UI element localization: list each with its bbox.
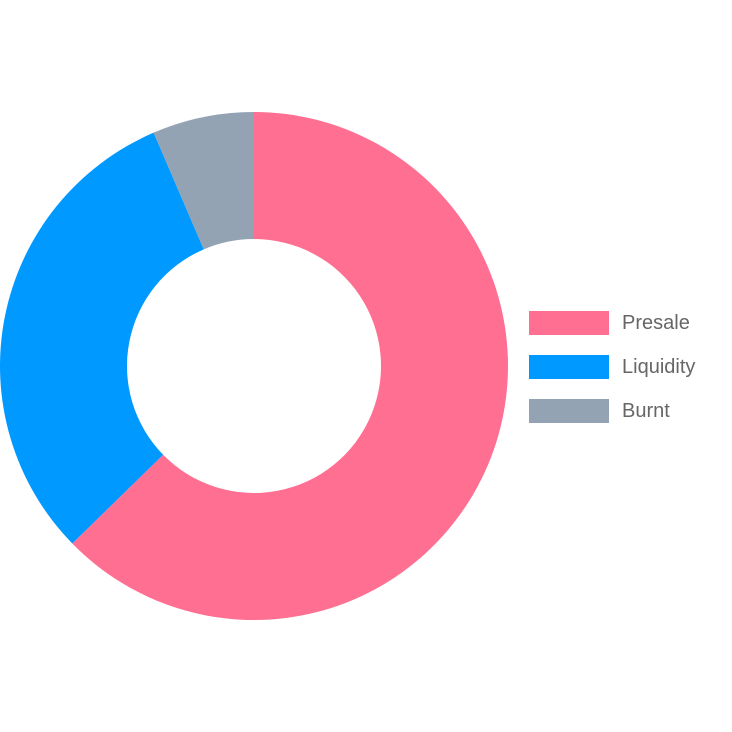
chart-legend: Presale Liquidity Burnt (529, 311, 695, 423)
legend-swatch-burnt (529, 399, 609, 423)
legend-item-liquidity[interactable]: Liquidity (529, 355, 695, 379)
legend-label-burnt: Burnt (622, 400, 670, 422)
legend-label-liquidity: Liquidity (622, 356, 695, 378)
legend-item-burnt[interactable]: Burnt (529, 399, 670, 423)
slice-liquidity[interactable] (0, 132, 204, 544)
legend-label-presale: Presale (622, 312, 690, 334)
legend-swatch-liquidity (529, 355, 609, 379)
legend-item-presale[interactable]: Presale (529, 311, 690, 335)
slice-burnt[interactable] (153, 112, 254, 250)
slice-presale[interactable] (72, 112, 508, 620)
chart-slices (0, 112, 508, 620)
legend-swatch-presale (529, 311, 609, 335)
